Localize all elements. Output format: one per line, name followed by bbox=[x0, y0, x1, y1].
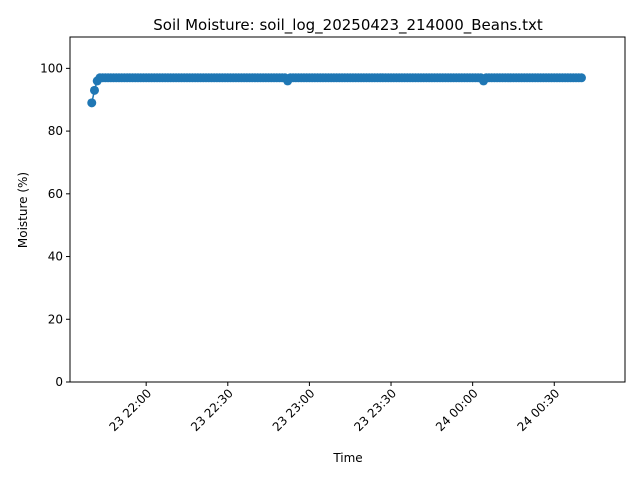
y-axis-label: Moisture (%) bbox=[16, 172, 30, 248]
y-tick-label: 20 bbox=[48, 312, 63, 326]
chart-title: Soil Moisture: soil_log_20250423_214000_… bbox=[153, 16, 543, 35]
x-tick-label: 23 23:00 bbox=[270, 386, 318, 434]
axes-frame bbox=[69, 36, 626, 383]
x-tick-label: 23 22:30 bbox=[188, 386, 236, 434]
y-axis: 0 20 40 60 80 100 bbox=[40, 61, 70, 389]
y-tick-label: 100 bbox=[40, 61, 63, 75]
data-point bbox=[89, 85, 99, 95]
x-axis: 23 22:00 23 22:30 23 23:00 23 23:30 24 00:00… bbox=[106, 382, 562, 434]
y-tick-label: 40 bbox=[48, 250, 63, 264]
x-tick-label: 23 23:30 bbox=[351, 386, 399, 434]
data-point bbox=[87, 98, 97, 108]
y-tick-label: 60 bbox=[48, 187, 63, 201]
plot-area bbox=[87, 73, 586, 108]
x-tick-label: 24 00:00 bbox=[433, 386, 481, 434]
y-tick-label: 0 bbox=[55, 375, 63, 389]
y-tick-label: 80 bbox=[48, 124, 63, 138]
x-axis-label: Time bbox=[332, 451, 362, 465]
x-tick-label: 23 22:00 bbox=[106, 386, 154, 434]
x-tick-label: 24 00:30 bbox=[515, 386, 563, 434]
data-point bbox=[576, 73, 586, 83]
